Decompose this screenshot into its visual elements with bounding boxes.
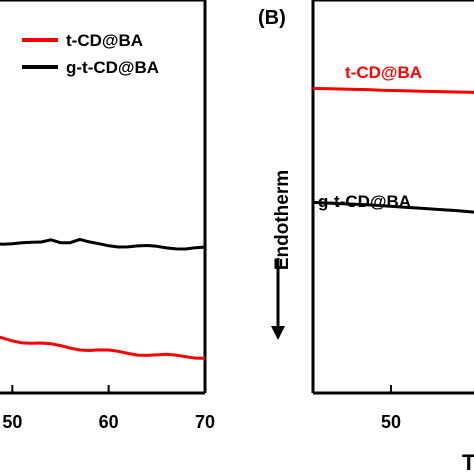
panel-b-series-label-0: t-CD@BA [345, 63, 422, 82]
panel-a: 50 60 70 t-CD@BA g-t-CD@BA [0, 0, 215, 432]
panel-a-legend-label-0: t-CD@BA [66, 31, 143, 50]
panel-a-series-line-1 [0, 237, 206, 251]
panel-b-series-labels: t-CD@BA g-t-CD@BA [318, 63, 422, 211]
panel-a-x-tick-label-0: 50 [2, 412, 22, 432]
panel-a-x-tick-label-1: 60 [99, 412, 119, 432]
panel-a-series-line-0 [0, 335, 206, 360]
panel-a-ticks-group: 50 60 70 [2, 385, 215, 432]
panel-b-ticks-group: 50 [381, 385, 401, 432]
panel-b-label: (B) [258, 7, 286, 29]
panel-b-x-axis-label: T [462, 450, 474, 474]
panel-a-x-tick-label-2: 70 [195, 412, 215, 432]
panel-b-x-tick-label-0: 50 [381, 412, 401, 432]
panel-a-series-group [0, 237, 206, 360]
panel-b-series-line-1 [312, 200, 474, 214]
panel-b-down-arrow [271, 258, 285, 340]
panel-a-legend-label-1: g-t-CD@BA [66, 58, 159, 77]
panel-b-series-group [312, 86, 474, 214]
panel-b-y-axis-label: Endotherm [272, 170, 293, 270]
panel-a-legend: t-CD@BA g-t-CD@BA [22, 31, 159, 77]
panel-b-series-line-0 [312, 86, 474, 94]
panel-b-series-label-1: g-t-CD@BA [318, 192, 411, 211]
panel-b: (B) Endotherm 50 t-CD@BA g-t-CD@BA T [258, 0, 474, 474]
